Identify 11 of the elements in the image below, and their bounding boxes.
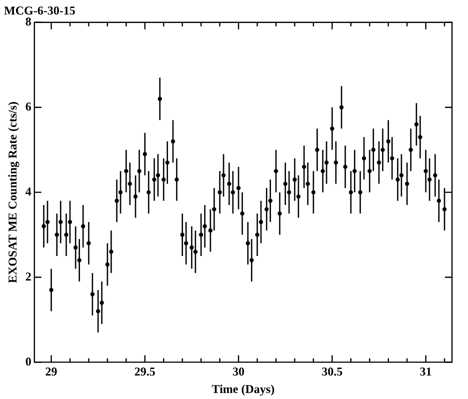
x-tick-label: 30.5 [322,364,343,378]
x-axis-title: Time (Days) [212,382,275,396]
x-tick-label: 29.5 [134,364,156,378]
x-tick-label: 31 [420,364,432,378]
y-tick-label: 6 [25,99,32,114]
x-tick-label: 30 [232,364,245,378]
x-tick-label: 29 [45,364,58,378]
y-tick-label: 2 [25,269,32,284]
y-tick-label: 0 [25,354,32,368]
y-axis-title: EXOSAT ME Counting Rate (cts/s) [5,102,20,284]
y-tick-label: 4 [25,184,32,198]
